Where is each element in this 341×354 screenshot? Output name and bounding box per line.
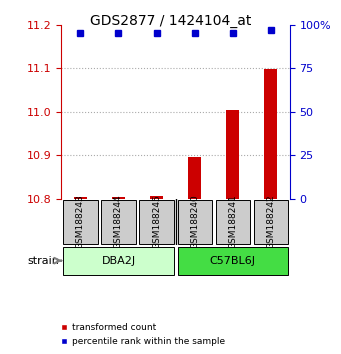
Bar: [112, 196, 125, 199]
Text: GSM188242: GSM188242: [266, 195, 275, 249]
FancyBboxPatch shape: [101, 200, 136, 244]
FancyBboxPatch shape: [254, 200, 288, 244]
Text: C57BL6J: C57BL6J: [210, 256, 256, 266]
FancyBboxPatch shape: [139, 200, 174, 244]
Text: strain: strain: [28, 256, 59, 266]
Bar: [74, 196, 87, 199]
FancyBboxPatch shape: [178, 200, 212, 244]
Bar: [188, 158, 201, 199]
Text: GSM188241: GSM188241: [228, 195, 237, 249]
FancyBboxPatch shape: [216, 200, 250, 244]
Text: GSM188244: GSM188244: [114, 195, 123, 249]
Legend: transformed count, percentile rank within the sample: transformed count, percentile rank withi…: [56, 320, 229, 349]
Text: GSM188245: GSM188245: [152, 195, 161, 249]
Text: GDS2877 / 1424104_at: GDS2877 / 1424104_at: [90, 14, 251, 28]
FancyBboxPatch shape: [63, 200, 98, 244]
Text: DBA2J: DBA2J: [101, 256, 136, 266]
Bar: [226, 110, 239, 199]
FancyBboxPatch shape: [63, 247, 174, 275]
Bar: [150, 196, 163, 199]
Bar: [264, 69, 278, 199]
Text: GSM188240: GSM188240: [190, 195, 199, 249]
FancyBboxPatch shape: [178, 247, 288, 275]
Text: GSM188243: GSM188243: [76, 195, 85, 249]
